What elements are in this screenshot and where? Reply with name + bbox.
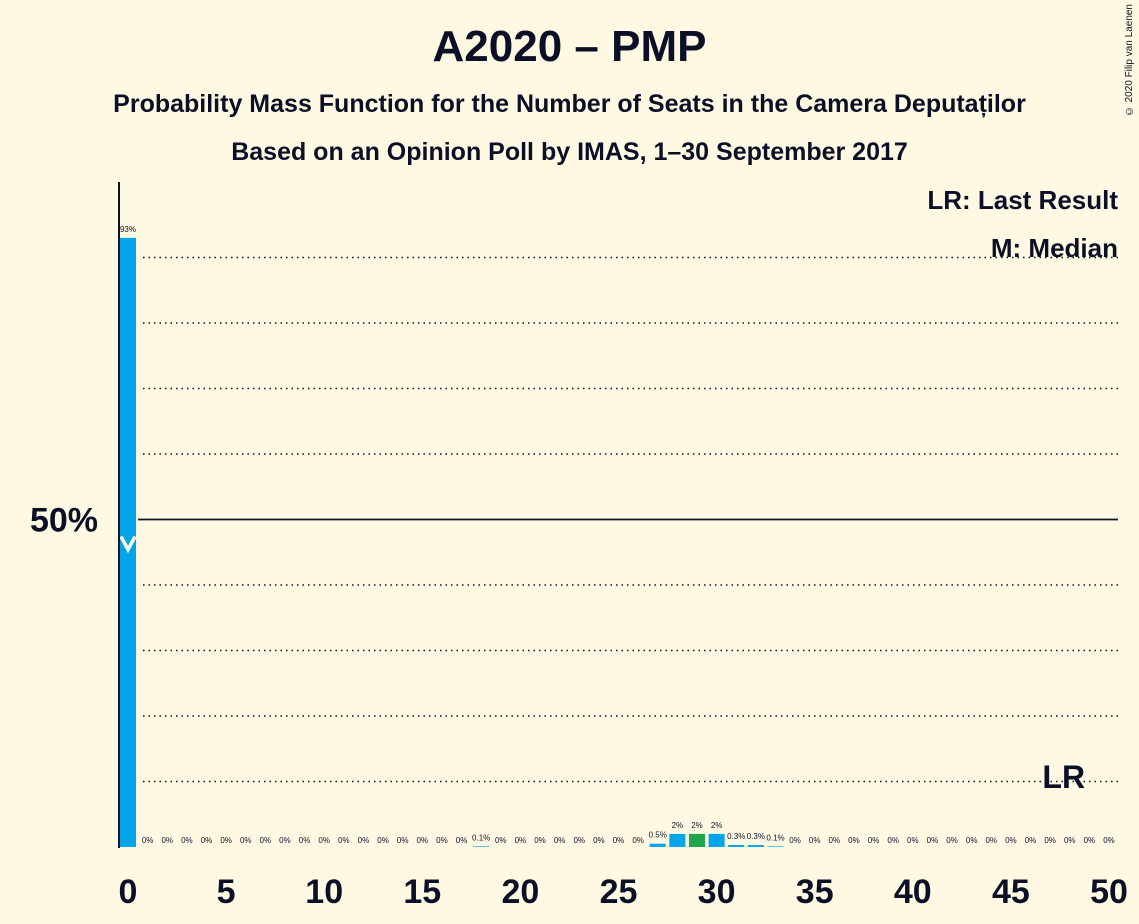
x-tick-label: 40 — [894, 873, 932, 911]
data-label: 0% — [377, 836, 389, 845]
data-label: 0.1% — [472, 833, 490, 842]
bar — [708, 833, 725, 847]
x-tick-label: 30 — [698, 873, 736, 911]
data-label: 0% — [397, 836, 409, 845]
data-label: 0% — [887, 836, 899, 845]
x-tick-label: 0 — [119, 873, 138, 911]
data-label: 0% — [436, 836, 448, 845]
y-tick-label: 50% — [30, 502, 98, 540]
data-label: 0% — [318, 836, 330, 845]
data-label: 0% — [456, 836, 468, 845]
data-label: 0% — [299, 836, 311, 845]
bar — [120, 237, 136, 848]
data-label: 0% — [789, 836, 801, 845]
data-label: 0% — [142, 836, 154, 845]
data-label: 0% — [985, 836, 997, 845]
data-label: 0% — [161, 836, 173, 845]
x-tick-label: 15 — [403, 873, 441, 911]
data-label: 0% — [554, 836, 566, 845]
data-label: 2% — [672, 821, 684, 830]
data-label: 0% — [593, 836, 605, 845]
data-label: 93% — [120, 225, 136, 234]
bar — [688, 833, 705, 847]
bar — [473, 846, 490, 847]
x-tick-label: 45 — [992, 873, 1030, 911]
data-label: 0% — [868, 836, 880, 845]
x-tick-label: 25 — [600, 873, 638, 911]
chart-subtitle: Probability Mass Function for the Number… — [113, 90, 1026, 118]
data-label: 0% — [220, 836, 232, 845]
x-tick-label: 10 — [305, 873, 343, 911]
legend-last-result: LR: Last Result — [927, 185, 1118, 215]
data-label: 0% — [534, 836, 546, 845]
data-label: 0% — [495, 836, 507, 845]
data-label: 0% — [829, 836, 841, 845]
data-label: 0% — [240, 836, 252, 845]
data-label: 0% — [573, 836, 585, 845]
last-result-label: LR — [1042, 759, 1085, 795]
chart-title: A2020 – PMP — [432, 22, 707, 71]
data-label: 0.5% — [649, 831, 667, 840]
data-label: 0.3% — [747, 832, 765, 841]
data-label: 0.3% — [727, 832, 745, 841]
legend-median: M: Median — [991, 233, 1118, 263]
data-label: 0% — [279, 836, 291, 845]
data-label: 0% — [907, 836, 919, 845]
data-label: 0% — [632, 836, 644, 845]
chart-subtitle-source: Based on an Opinion Poll by IMAS, 1–30 S… — [231, 138, 908, 166]
data-label: 0% — [927, 836, 939, 845]
data-label: 0% — [260, 836, 272, 845]
data-label: 0% — [1064, 836, 1076, 845]
data-label: 0% — [201, 836, 213, 845]
data-label: 0.1% — [766, 833, 784, 842]
data-label: 2% — [691, 821, 703, 830]
data-label: 0% — [181, 836, 193, 845]
data-label: 0% — [809, 836, 821, 845]
data-label: 0% — [613, 836, 625, 845]
bar — [669, 833, 686, 847]
x-tick-label: 50 — [1090, 873, 1128, 911]
data-label: 0% — [1005, 836, 1017, 845]
data-label: 0% — [515, 836, 527, 845]
data-label: 0% — [1025, 836, 1037, 845]
x-tick-label: 35 — [796, 873, 834, 911]
data-label: 0% — [358, 836, 370, 845]
x-tick-label: 5 — [217, 873, 236, 911]
bar — [649, 843, 666, 847]
bar — [747, 845, 764, 847]
bar — [728, 845, 745, 847]
data-label: 0% — [848, 836, 860, 845]
data-label: 0% — [966, 836, 978, 845]
data-label: 0% — [1084, 836, 1096, 845]
data-label: 0% — [1044, 836, 1056, 845]
bar — [767, 846, 784, 847]
median-marker — [119, 535, 137, 554]
data-label: 0% — [338, 836, 350, 845]
x-tick-label: 20 — [501, 873, 539, 911]
data-label: 0% — [946, 836, 958, 845]
data-label: 0% — [417, 836, 429, 845]
data-label: 2% — [711, 821, 723, 830]
data-label: 0% — [1103, 836, 1115, 845]
